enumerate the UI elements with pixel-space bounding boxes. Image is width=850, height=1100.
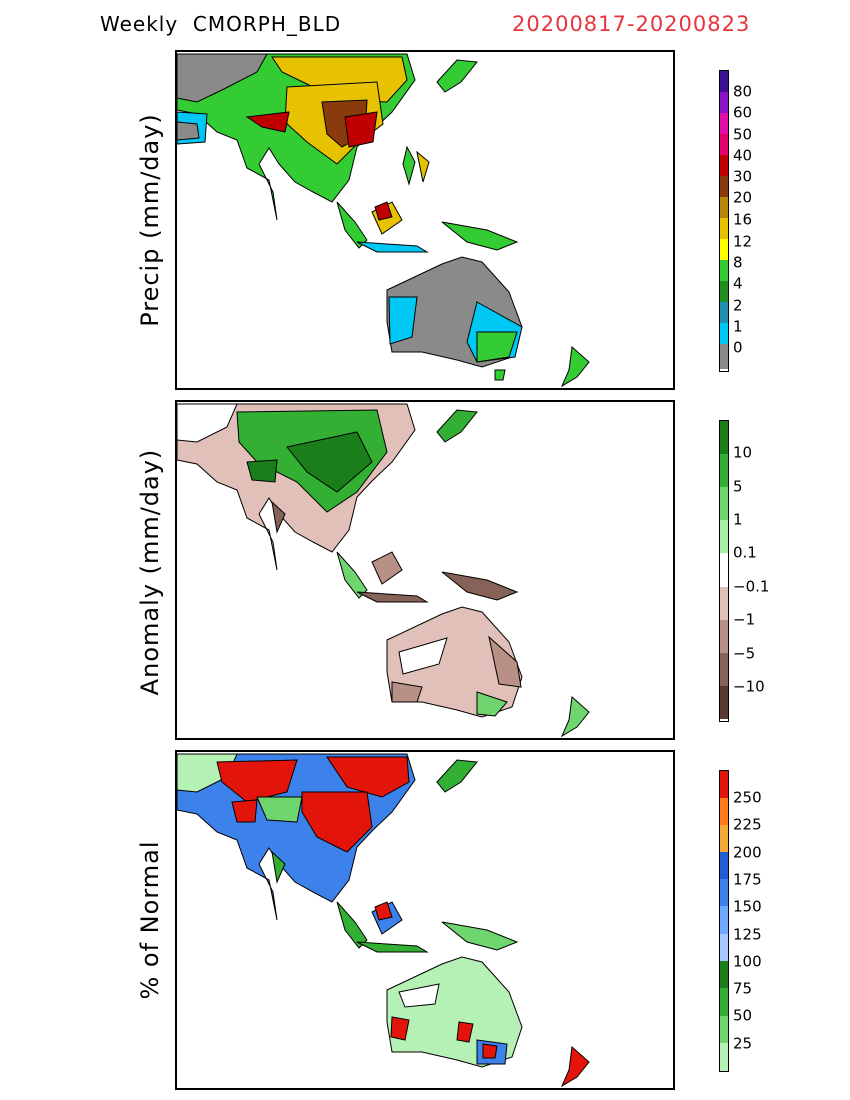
colorbar-swatch bbox=[720, 176, 728, 197]
colorbar-swatch bbox=[720, 454, 728, 487]
colorbar-swatch bbox=[720, 825, 728, 852]
percent-normal-tick-label: 200 bbox=[733, 843, 762, 862]
colorbar-swatch bbox=[720, 520, 728, 553]
colorbar-swatch bbox=[720, 620, 728, 653]
colorbar-swatch bbox=[720, 71, 728, 92]
colorbar-swatch bbox=[720, 239, 728, 260]
colorbar-swatch bbox=[720, 771, 728, 798]
precip-colorbar bbox=[719, 70, 729, 372]
colorbar-swatch bbox=[720, 852, 728, 879]
precip-tick-label: 1 bbox=[733, 317, 743, 336]
colorbar-swatch bbox=[720, 1016, 728, 1043]
percent-normal-tick-label: 125 bbox=[733, 925, 762, 944]
precip-tick-label: 20 bbox=[733, 188, 753, 207]
colorbar-swatch bbox=[720, 344, 728, 369]
percent-normal-map-graphic bbox=[177, 753, 590, 1088]
anomaly-map-graphic bbox=[177, 403, 590, 738]
anomaly-tick-label: −0.1 bbox=[733, 577, 770, 596]
percent-normal-axis-label: % of Normal bbox=[136, 840, 164, 1000]
anomaly-axis-label: Anomaly (mm/day) bbox=[136, 448, 164, 696]
precip-tick-label: 30 bbox=[733, 167, 753, 186]
anomaly-tick-label: 10 bbox=[733, 443, 753, 462]
precip-axis-label: Precip (mm/day) bbox=[136, 113, 164, 327]
percent-normal-tick-label: 25 bbox=[733, 1034, 753, 1053]
anomaly-tick-label: −10 bbox=[733, 677, 765, 696]
anomaly-tick-label: 5 bbox=[733, 477, 743, 496]
colorbar-swatch bbox=[720, 134, 728, 155]
colorbar-swatch bbox=[720, 988, 728, 1016]
colorbar-swatch bbox=[720, 323, 728, 344]
precip-map-graphic bbox=[177, 53, 590, 388]
colorbar-swatch bbox=[720, 302, 728, 323]
precip-tick-label: 80 bbox=[733, 82, 753, 101]
precip-tick-label: 8 bbox=[733, 253, 743, 272]
colorbar-swatch bbox=[720, 879, 728, 906]
precip-tick-label: 0 bbox=[733, 338, 743, 357]
percent-normal-tick-label: 225 bbox=[733, 815, 762, 834]
percent-normal-colorbar bbox=[719, 770, 729, 1072]
precip-tick-label: 60 bbox=[733, 103, 753, 122]
precip-tick-label: 50 bbox=[733, 125, 753, 144]
colorbar-swatch bbox=[720, 587, 728, 620]
colorbar-swatch bbox=[720, 798, 728, 825]
precip-tick-label: 2 bbox=[733, 296, 743, 315]
precip-tick-label: 4 bbox=[733, 274, 743, 293]
percent-normal-tick-label: 75 bbox=[733, 979, 753, 998]
colorbar-swatch bbox=[720, 421, 728, 454]
colorbar-swatch bbox=[720, 653, 728, 686]
product-title: Weekly CMORPH_BLD bbox=[100, 12, 342, 36]
percent-normal-tick-label: 50 bbox=[733, 1006, 753, 1025]
percent-normal-tick-label: 175 bbox=[733, 870, 762, 889]
anomaly-map bbox=[175, 400, 675, 740]
colorbar-swatch bbox=[720, 961, 728, 988]
anomaly-tick-label: −1 bbox=[733, 610, 756, 629]
colorbar-swatch bbox=[720, 218, 728, 239]
anomaly-tick-label: −5 bbox=[733, 644, 756, 663]
anomaly-tick-label: 0.1 bbox=[733, 543, 757, 562]
colorbar-swatch bbox=[720, 686, 728, 719]
percent-normal-tick-label: 150 bbox=[733, 897, 762, 916]
percent-normal-map bbox=[175, 750, 675, 1090]
colorbar-swatch bbox=[720, 92, 728, 113]
precip-tick-label: 40 bbox=[733, 146, 753, 165]
period-label: 20200817-20200823 bbox=[512, 12, 751, 36]
anomaly-tick-label: 1 bbox=[733, 510, 743, 529]
colorbar-swatch bbox=[720, 934, 728, 961]
colorbar-swatch bbox=[720, 260, 728, 281]
colorbar-swatch bbox=[720, 281, 728, 302]
precip-map bbox=[175, 50, 675, 390]
colorbar-swatch bbox=[720, 155, 728, 176]
colorbar-swatch bbox=[720, 553, 728, 587]
colorbar-swatch bbox=[720, 197, 728, 218]
colorbar-swatch bbox=[720, 1043, 728, 1071]
anomaly-colorbar bbox=[719, 420, 729, 722]
colorbar-swatch bbox=[720, 487, 728, 520]
percent-normal-tick-label: 100 bbox=[733, 952, 762, 971]
precip-tick-label: 16 bbox=[733, 210, 753, 229]
percent-normal-tick-label: 250 bbox=[733, 788, 762, 807]
colorbar-swatch bbox=[720, 906, 728, 934]
colorbar-swatch bbox=[720, 113, 728, 134]
precip-tick-label: 12 bbox=[733, 232, 753, 251]
